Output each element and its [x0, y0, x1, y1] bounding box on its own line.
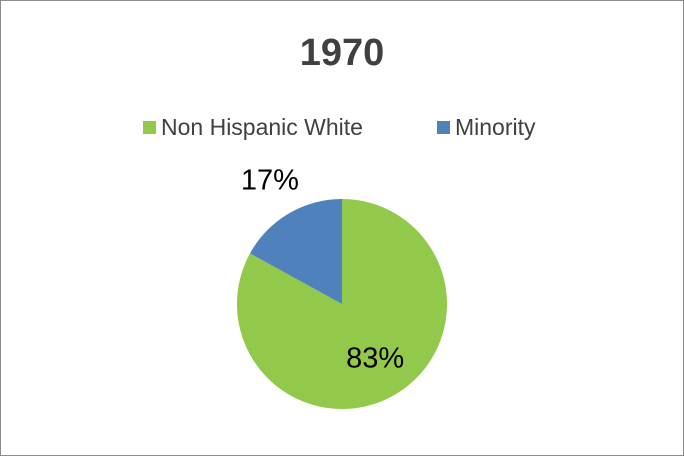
legend-label: Non Hispanic White	[161, 114, 363, 140]
pie-slice	[249, 199, 342, 304]
legend-label: Minority	[455, 114, 536, 140]
data-label: 83%	[346, 343, 404, 375]
chart-title: 1970	[300, 32, 385, 74]
legend-swatch	[437, 121, 450, 134]
legend-swatch	[143, 121, 156, 134]
data-label: 17%	[241, 165, 299, 197]
